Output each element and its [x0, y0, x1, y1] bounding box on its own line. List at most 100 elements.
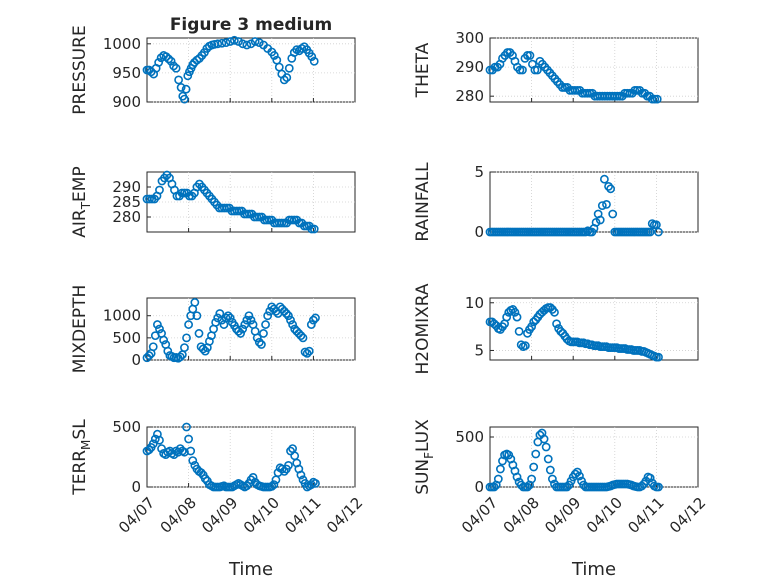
data-point — [159, 335, 169, 345]
data-point — [608, 209, 618, 219]
data-point — [261, 320, 270, 329]
data-point — [256, 340, 266, 349]
data-point — [221, 313, 231, 323]
y-axis-label: PRESSURE — [70, 25, 90, 114]
data-point — [155, 185, 164, 195]
data-point — [155, 435, 164, 445]
data-point — [296, 470, 306, 480]
data-point — [311, 478, 320, 488]
data-point — [645, 227, 655, 237]
data-point — [242, 315, 252, 325]
data-point — [531, 449, 541, 459]
data-point — [281, 309, 291, 318]
data-point — [311, 313, 320, 323]
data-point — [529, 462, 539, 472]
data-point — [186, 446, 196, 456]
data-point — [184, 434, 193, 444]
data-point — [654, 352, 663, 362]
data-point — [246, 315, 256, 325]
data-point — [525, 51, 535, 60]
subplot-mixdepth: 0 500 1000 MIXDEPTH — [70, 285, 356, 373]
y-tick-label: 300 — [455, 29, 484, 47]
y-tick-label: 500 — [112, 418, 141, 436]
data-point — [184, 320, 193, 329]
data-point — [645, 473, 655, 483]
y-tick-label: 500 — [112, 329, 141, 347]
y-tick-label: 5 — [474, 341, 484, 359]
data-point — [200, 474, 210, 483]
axes-box — [146, 171, 356, 233]
data-point — [298, 333, 308, 343]
y-tick-label: 1000 — [103, 307, 141, 325]
data-point — [284, 311, 293, 321]
data-point — [570, 469, 580, 479]
data-point — [545, 465, 555, 475]
data-point — [518, 65, 527, 75]
data-point — [163, 346, 173, 356]
data-point — [180, 94, 189, 104]
figure-title: Figure 3 medium — [170, 15, 332, 35]
data-point — [284, 460, 293, 470]
data-point — [174, 75, 184, 85]
y-tick-label: 500 — [455, 428, 484, 446]
y-axis-label: RAINFALL — [413, 162, 433, 242]
data-point — [240, 320, 250, 329]
data-point — [523, 482, 532, 492]
data-point — [148, 342, 158, 352]
data-point — [171, 63, 181, 73]
y-axis-label: H2OMIXRA — [413, 283, 433, 374]
subplot-pressure: 900 950 1000 PRESSURE — [70, 25, 356, 115]
data-point — [602, 199, 611, 209]
data-point — [182, 422, 191, 432]
data-point — [502, 312, 512, 322]
data-point — [306, 480, 316, 489]
data-point — [288, 320, 297, 329]
axes-box — [146, 297, 356, 361]
y-tick-label: 0 — [131, 351, 141, 369]
data-point — [307, 52, 317, 62]
y-tick-label: 290 — [455, 58, 484, 76]
data-point — [495, 464, 505, 474]
data-point — [600, 174, 609, 184]
data-point — [144, 351, 154, 360]
data-point — [181, 84, 191, 94]
data-point — [309, 224, 319, 234]
data-point — [155, 324, 164, 334]
data-point — [183, 71, 193, 81]
subplot-h2omixra: 5 10 H2OMIXRA — [413, 283, 699, 375]
data-point — [150, 434, 160, 444]
data-point — [166, 56, 176, 66]
data-point — [606, 184, 616, 194]
data-point — [242, 481, 252, 491]
data-point — [192, 311, 202, 321]
data-point — [176, 83, 186, 92]
data-point — [250, 37, 260, 46]
data-point — [269, 51, 279, 60]
data-point — [520, 341, 530, 351]
data-point — [252, 333, 262, 343]
subplot-theta: 280 290 300 THETA — [413, 29, 699, 105]
data-point — [279, 466, 289, 476]
data-point — [550, 307, 559, 317]
data-point — [248, 472, 258, 482]
y-axis-label: TERRMSL — [70, 419, 93, 496]
data-point — [541, 442, 551, 452]
axes-box — [489, 37, 699, 103]
y-tick-label: 285 — [112, 193, 141, 211]
y-tick-label: 5 — [474, 163, 484, 181]
data-point — [279, 75, 289, 85]
data-point — [229, 35, 239, 45]
data-point — [259, 329, 268, 338]
data-point — [269, 480, 279, 489]
data-point — [277, 464, 287, 474]
data-point — [296, 331, 306, 341]
data-point — [548, 474, 557, 484]
data-point — [161, 52, 171, 62]
y-axis-label: THETA — [413, 42, 433, 98]
y-tick-label: 10 — [465, 294, 484, 312]
x-axis-label-right: Time — [571, 559, 616, 580]
y-tick-label: 0 — [474, 478, 484, 496]
data-point — [516, 340, 526, 350]
